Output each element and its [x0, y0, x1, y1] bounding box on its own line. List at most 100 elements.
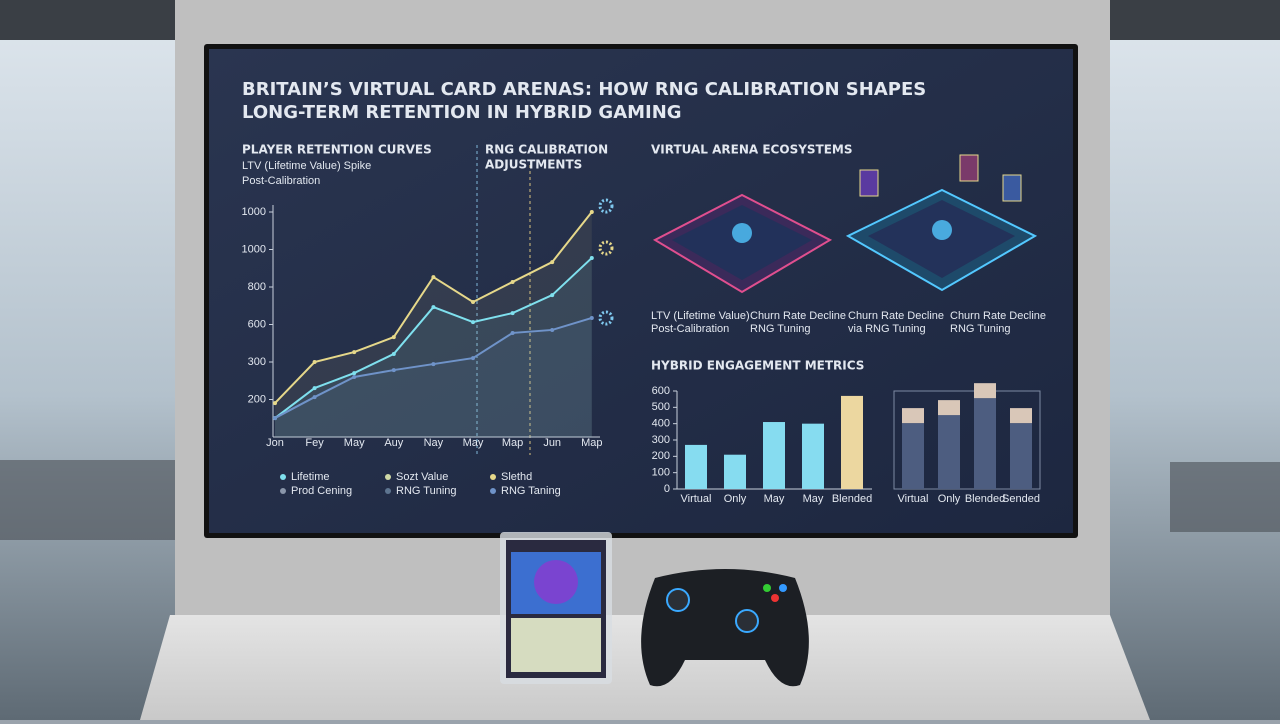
y-tick-label: 800	[248, 281, 266, 293]
controller-button	[779, 584, 787, 592]
point	[550, 293, 555, 298]
point	[550, 327, 555, 332]
y-tick-label: 600	[248, 318, 266, 330]
point	[312, 386, 317, 391]
x-tick-label: Blended	[832, 493, 872, 505]
gear-icon	[598, 310, 614, 326]
point	[391, 351, 396, 356]
bar-segment	[938, 415, 960, 489]
point	[431, 305, 436, 310]
y-tick-label: 200	[248, 393, 266, 405]
point	[312, 360, 317, 364]
bar	[841, 395, 863, 489]
annotation: LTV (Lifetime Value) Spike	[242, 160, 371, 172]
point	[391, 368, 396, 373]
y-tick-label: 300	[248, 356, 266, 368]
x-tick-label: May	[764, 493, 785, 505]
y-tick-label: 0	[664, 483, 670, 495]
bar-segment	[974, 383, 996, 399]
x-tick-label: May	[344, 437, 365, 449]
x-tick-label: Map	[581, 437, 602, 449]
legend-label: Prod Cening	[291, 485, 352, 497]
point	[391, 335, 396, 340]
point	[589, 315, 594, 320]
caption: Post-Calibration	[651, 323, 729, 335]
area	[275, 317, 592, 437]
caption: LTV (Lifetime Value)	[651, 310, 750, 322]
section-title: VIRTUAL ARENA ECOSYSTEMS	[651, 143, 853, 157]
x-tick-label: May	[803, 493, 824, 505]
desk-left	[0, 460, 175, 540]
point	[273, 401, 277, 406]
point	[352, 350, 357, 355]
bar-segment	[974, 398, 996, 489]
gear-icon	[598, 240, 614, 256]
caption: via RNG Tuning	[848, 323, 926, 335]
annotation: ADJUSTMENTS	[485, 158, 582, 172]
point	[352, 375, 357, 379]
bar-segment	[1010, 423, 1032, 489]
y-tick-label: 200	[652, 450, 670, 462]
point	[273, 416, 277, 421]
controller-button	[771, 594, 779, 602]
legend-swatch	[490, 474, 496, 480]
y-tick-label: 100	[652, 467, 670, 479]
x-tick-label: Nay	[424, 437, 444, 449]
legend-label: Sozt Value	[396, 471, 448, 483]
y-tick-label: 600	[652, 385, 670, 397]
floating-card	[859, 169, 879, 197]
point	[431, 362, 436, 367]
point	[589, 210, 594, 214]
caption: Churn Rate Decline	[750, 310, 846, 322]
floating-card	[1002, 174, 1022, 202]
y-tick-label: 1000	[242, 243, 266, 255]
chart-title: PLAYER RETENTION CURVES	[242, 143, 432, 157]
x-tick-label: May	[463, 437, 484, 449]
x-tick-label: Only	[938, 493, 961, 505]
point	[431, 275, 436, 280]
caption: RNG Tuning	[750, 323, 811, 335]
title-line: BRITAIN’S VIRTUAL CARD ARENAS: HOW RNG C…	[242, 79, 926, 100]
legend-label: Lifetime	[291, 471, 330, 483]
point	[312, 395, 317, 400]
x-tick-label: Only	[724, 493, 747, 505]
bar	[724, 454, 746, 489]
screen	[209, 49, 1073, 533]
y-tick-label: 400	[652, 418, 670, 430]
arena-glow	[732, 223, 752, 243]
bar-segment	[938, 400, 960, 416]
bar-segment	[902, 423, 924, 489]
bar	[685, 444, 707, 489]
card-dragon	[534, 560, 578, 604]
bar	[802, 423, 824, 489]
area	[275, 212, 592, 437]
x-tick-label: Jun	[543, 437, 561, 449]
point	[589, 255, 594, 260]
point	[550, 260, 555, 265]
window-left	[0, 0, 175, 720]
annotation: Post-Calibration	[242, 175, 320, 187]
legend-swatch	[385, 474, 391, 480]
x-tick-label: Jon	[266, 437, 284, 449]
legend-label: RNG Taning	[501, 485, 561, 497]
x-tick-label: Blended	[965, 493, 1005, 505]
point	[352, 371, 357, 376]
bar-segment	[902, 408, 924, 424]
legend-swatch	[280, 474, 286, 480]
x-tick-label: Sended	[1002, 493, 1040, 505]
title-line: LONG-TERM RETENTION IN HYBRID GAMING	[242, 102, 682, 123]
bar-segment	[1010, 408, 1032, 424]
caption: Churn Rate Decline	[848, 310, 944, 322]
y-tick-label: 500	[652, 401, 670, 413]
y-tick-label: 300	[652, 434, 670, 446]
legend-label: Slethd	[501, 471, 532, 483]
controller-stick	[666, 588, 690, 612]
x-tick-label: Auy	[384, 437, 403, 449]
floating-card	[959, 154, 979, 182]
x-tick-label: Map	[502, 437, 523, 449]
chart-frame	[893, 390, 1041, 490]
area	[275, 257, 592, 437]
caption: RNG Tuning	[950, 323, 1011, 335]
